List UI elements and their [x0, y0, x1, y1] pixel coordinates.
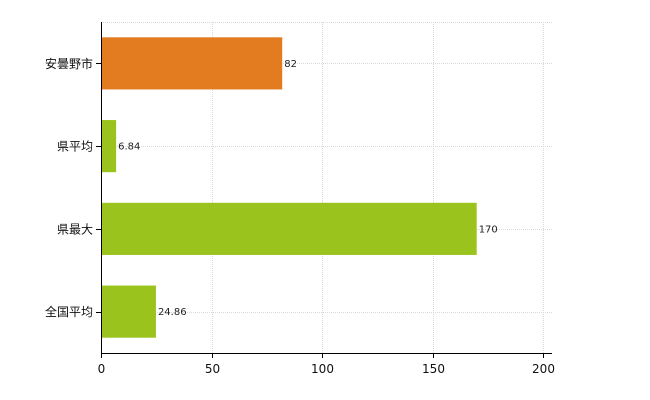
labels: 0 50 100 150 200 安曇野市 82 県平均 6.84 県最大 170 全国平均 24.86 [45, 56, 555, 376]
bar-4 [102, 285, 156, 338]
data-label: 24.86 [158, 307, 187, 318]
category-label: 県最大 [57, 222, 93, 236]
ticks [96, 63, 544, 358]
category-label: 安曇野市 [45, 56, 93, 71]
bars [102, 37, 477, 338]
bar-1 [102, 37, 283, 90]
data-label: 6.84 [118, 142, 140, 153]
x-tick-label: 0 [98, 362, 106, 376]
bar-3 [102, 202, 477, 255]
x-tick-label: 150 [422, 362, 445, 376]
bar-2 [102, 120, 117, 173]
data-label: 170 [479, 224, 498, 235]
x-tick-label: 50 [205, 362, 220, 376]
x-tick-label: 100 [311, 362, 334, 376]
category-label: 県平均 [57, 140, 93, 154]
category-label: 全国平均 [45, 304, 93, 319]
axes [101, 22, 552, 354]
x-tick-label: 200 [532, 362, 555, 376]
data-label: 82 [284, 59, 297, 70]
